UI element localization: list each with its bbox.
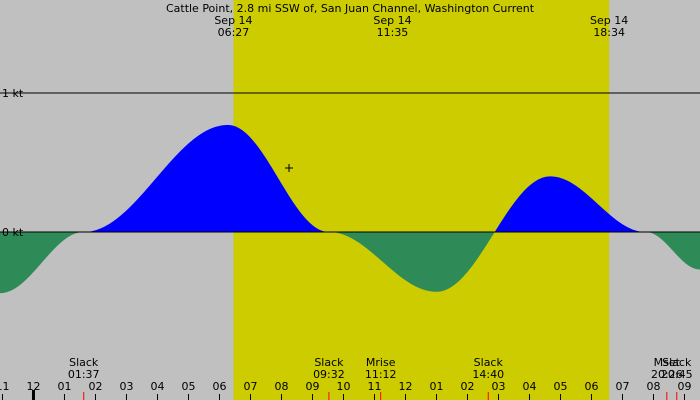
- event-time: 20:26: [651, 368, 683, 381]
- event-label: Slack: [662, 356, 692, 369]
- x-tick-label: 06: [212, 380, 226, 393]
- x-tick-label: 05: [553, 380, 567, 393]
- x-tick-label: 06: [584, 380, 598, 393]
- sun-marker-date: Sep 14: [590, 14, 628, 27]
- x-tick-label: 02: [460, 380, 474, 393]
- x-tick-label: 02: [88, 380, 102, 393]
- event-time: 01:37: [68, 368, 100, 381]
- event-time: 20:45: [661, 368, 693, 381]
- x-tick-label: 04: [522, 380, 536, 393]
- event-label: Mset: [654, 356, 681, 369]
- x-tick-label: 05: [181, 380, 195, 393]
- x-tick-label: 01: [57, 380, 71, 393]
- crosshair-marker: [285, 164, 293, 172]
- event-label: Slack: [474, 356, 504, 369]
- event-time: 14:40: [472, 368, 504, 381]
- x-tick-label: 07: [615, 380, 629, 393]
- x-tick-label: 11: [367, 380, 381, 393]
- event-label: Mrise: [366, 356, 396, 369]
- event-label: Slack: [69, 356, 99, 369]
- x-tick-label: 08: [646, 380, 660, 393]
- x-tick-label: 03: [491, 380, 505, 393]
- x-tick-label: 08: [274, 380, 288, 393]
- flood-current-area: [0, 124, 700, 232]
- y-tick-label-0kt: 0 kt: [2, 226, 24, 239]
- x-tick-label: 09: [305, 380, 319, 393]
- x-tick-label: 12: [26, 380, 40, 393]
- sun-marker-date: Sep 14: [214, 14, 252, 27]
- event-time: 09:32: [313, 368, 345, 381]
- chart-title: Cattle Point, 2.8 mi SSW of, San Juan Ch…: [166, 2, 535, 15]
- event-time: 11:12: [365, 368, 397, 381]
- y-tick-label-1kt: 1 kt: [2, 87, 24, 100]
- x-tick-label: 12: [398, 380, 412, 393]
- sun-marker-time: 06:27: [218, 26, 250, 39]
- x-tick-label: 11: [0, 380, 9, 393]
- x-tick-label: 07: [243, 380, 257, 393]
- sun-marker-time: 11:35: [377, 26, 409, 39]
- x-tick-label: 04: [150, 380, 164, 393]
- x-tick-label: 03: [119, 380, 133, 393]
- event-label: Slack: [314, 356, 344, 369]
- x-tick-label: 01: [429, 380, 443, 393]
- sun-marker-date: Sep 14: [373, 14, 411, 27]
- x-tick-label: 10: [336, 380, 350, 393]
- sun-marker-time: 18:34: [593, 26, 625, 39]
- x-tick-label: 09: [677, 380, 691, 393]
